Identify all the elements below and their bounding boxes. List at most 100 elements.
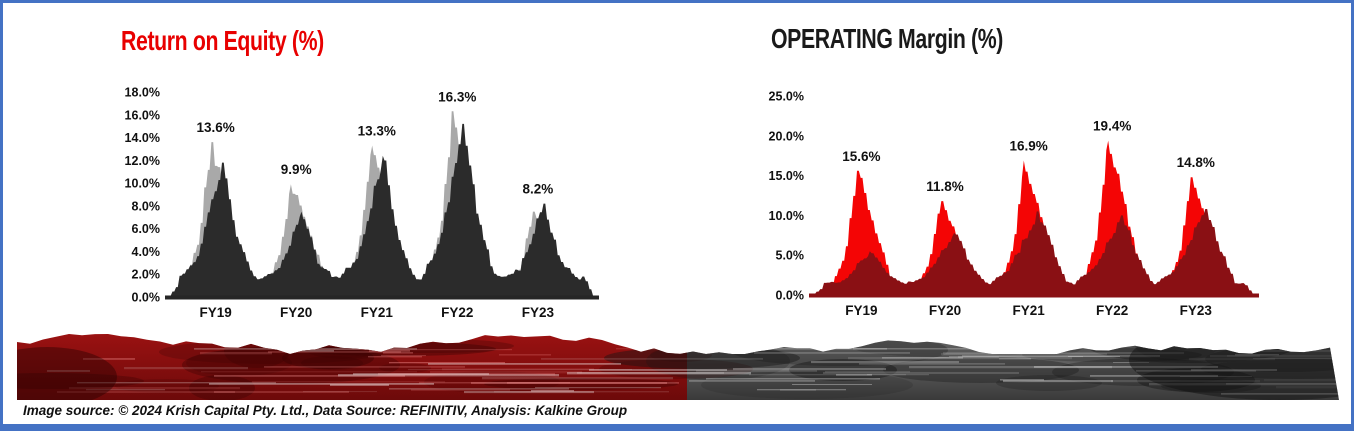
operating-margin-chart: 0.0% 5.0% 10.0% 15.0% 20.0% 25.0% FY19 FY20 FY21… xyxy=(769,90,1259,318)
roe-chart: 0.0% 2.0% 4.0% 6.0% 8.0% 10.0% 12.0% 14.0% 16.0%… xyxy=(125,85,599,320)
banner-streak xyxy=(859,363,1005,365)
banner-streak xyxy=(1221,393,1339,395)
banner-streak xyxy=(499,354,551,356)
banner-streak xyxy=(941,353,1107,355)
image-source-caption: Image source: © 2024 Krish Capital Pty. … xyxy=(23,403,628,418)
y-tick-label: 20.0% xyxy=(769,129,804,143)
banner-streak xyxy=(442,368,594,371)
banner-streak xyxy=(264,366,465,368)
banner-streak xyxy=(1149,383,1339,386)
banner-streak xyxy=(909,366,1112,369)
banner-streak xyxy=(1253,358,1339,359)
y-tick-label: 15.0% xyxy=(769,169,804,183)
banner-streak xyxy=(77,382,276,384)
x-category-label: FY20 xyxy=(280,305,312,320)
banner-streak xyxy=(589,369,727,371)
banner-rock-shadow xyxy=(282,347,374,369)
data-label: 15.6% xyxy=(842,149,880,164)
banner-streak xyxy=(353,373,489,375)
banner-streak xyxy=(389,388,569,390)
banner-rock-shadow xyxy=(996,375,1102,391)
y-tick-label: 16.0% xyxy=(125,108,160,122)
banner-streak xyxy=(733,368,886,371)
data-label: 11.8% xyxy=(926,179,964,194)
banner-streak xyxy=(430,371,582,374)
banner-rock-shadow xyxy=(701,371,913,399)
banner-rock-shadow xyxy=(1022,348,1202,362)
banner-streak xyxy=(1034,366,1218,368)
data-label: 14.8% xyxy=(1177,155,1215,170)
banner-streak xyxy=(1235,354,1279,356)
banner-rock-shadow xyxy=(789,359,897,381)
banner-streak xyxy=(882,357,963,359)
y-tick-label: 6.0% xyxy=(132,222,161,236)
x-category-label: FY21 xyxy=(1012,303,1045,318)
banner-streak xyxy=(1210,355,1339,358)
banner-streak xyxy=(1276,386,1339,389)
banner-rock-shadow xyxy=(1161,379,1261,393)
banner-streak xyxy=(369,350,410,352)
x-category-label: FY23 xyxy=(522,305,555,320)
banner-streak xyxy=(1113,362,1149,363)
banner-rock-shadow xyxy=(17,347,117,400)
x-axis-line xyxy=(165,295,599,300)
banner-streak xyxy=(201,371,417,373)
banner-rock-shadow xyxy=(159,340,383,364)
banner-streak xyxy=(381,355,426,357)
operating-margin-chart-title: OPERATING Margin (%) xyxy=(771,23,1004,54)
banner-streak xyxy=(378,373,555,376)
x-axis-line xyxy=(809,293,1259,298)
banner-streak xyxy=(411,389,510,391)
banner-texture xyxy=(17,334,1339,400)
banner-streak xyxy=(616,348,760,350)
banner-streak xyxy=(1226,383,1339,385)
banner-streak xyxy=(306,349,512,351)
banner-streak xyxy=(389,362,505,364)
y-tick-label: 10.0% xyxy=(769,209,804,223)
y-tick-label: 10.0% xyxy=(125,177,160,191)
banner-streak xyxy=(792,384,872,385)
banner-rock-shadow xyxy=(301,356,363,370)
banner-rock-shadow xyxy=(424,371,560,393)
banner-rock-shadow xyxy=(599,359,753,379)
banner-streak xyxy=(823,372,1019,374)
banner-rock-shadow xyxy=(17,373,144,389)
banner-streak xyxy=(1090,375,1218,377)
x-category-label: FY23 xyxy=(1180,303,1213,318)
y-tick-label: 12.0% xyxy=(125,154,160,168)
banner-rock-shadow xyxy=(379,363,431,373)
banner-streak xyxy=(1180,376,1252,377)
banner-rock-shadow xyxy=(883,357,1079,383)
banner-rock-shadow xyxy=(484,378,678,390)
banner-streak xyxy=(268,351,401,353)
y-tick-label: 8.0% xyxy=(132,199,161,213)
data-label: 19.4% xyxy=(1093,119,1131,134)
x-category-label: FY22 xyxy=(441,305,473,320)
banner-streak xyxy=(1002,352,1184,355)
banner-streak xyxy=(535,387,661,389)
decorative-mountain-banner xyxy=(17,334,1339,400)
banner-streak xyxy=(383,352,413,354)
banner-streak xyxy=(1227,355,1260,357)
banner-streak xyxy=(757,389,846,391)
banner-streak xyxy=(749,374,906,376)
banner-streak xyxy=(507,382,679,384)
data-label: 13.6% xyxy=(196,120,234,135)
banner-streak xyxy=(214,391,349,393)
banner-streak xyxy=(567,372,751,375)
banner-streak xyxy=(1189,358,1275,361)
banner-streak xyxy=(214,375,405,377)
banner-streak xyxy=(958,356,999,359)
banner-streak xyxy=(825,371,910,373)
banner-streak xyxy=(419,382,570,384)
banner-streak xyxy=(200,352,272,355)
banner-streak xyxy=(428,363,621,365)
banner-streak xyxy=(47,370,90,372)
banner-streak xyxy=(1003,380,1113,383)
banner-streak xyxy=(1111,380,1260,383)
x-category-label: FY20 xyxy=(929,303,961,318)
banner-rock-shadow xyxy=(189,375,255,400)
banner-rock-shadow xyxy=(1201,359,1339,379)
roe-dark-gray-series-area xyxy=(169,123,593,298)
om-bright-red-series-area xyxy=(813,140,1253,295)
